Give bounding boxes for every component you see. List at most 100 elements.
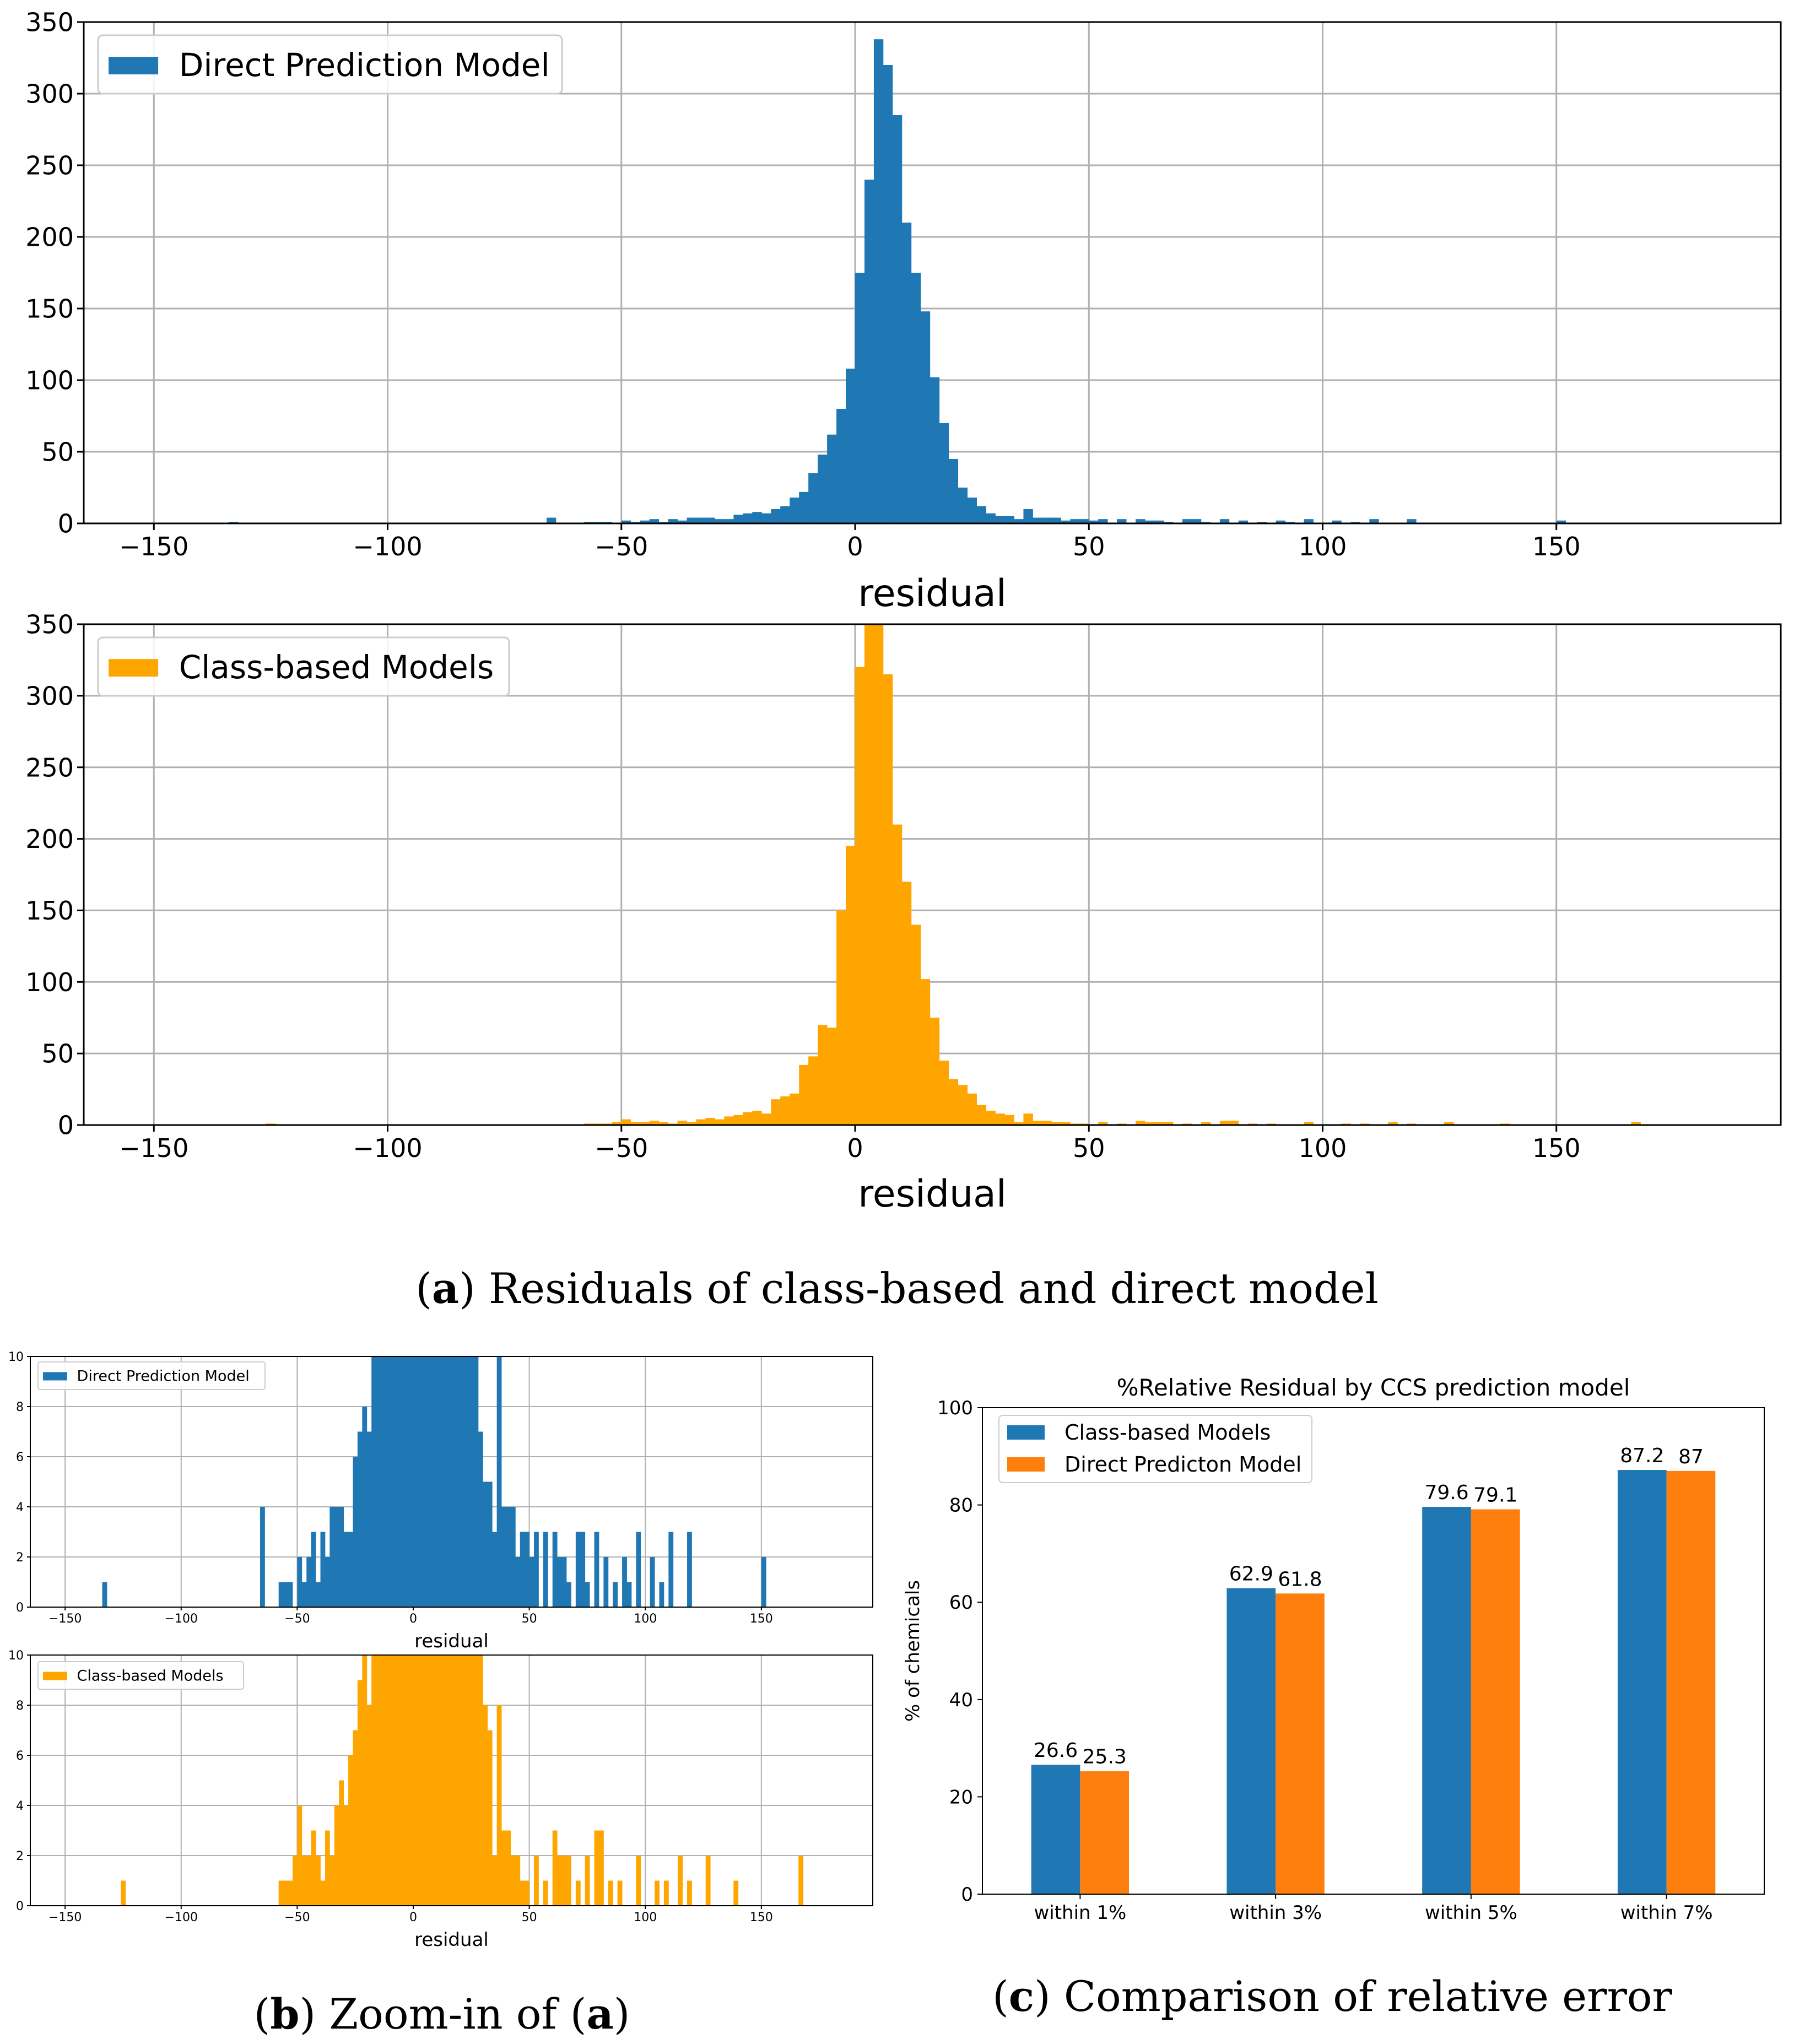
histogram-bar xyxy=(413,1356,418,1607)
histogram-bar xyxy=(395,1356,400,1607)
histogram-bar xyxy=(306,1557,312,1607)
y-tick-label: 2 xyxy=(16,1850,24,1863)
histogram-bar xyxy=(334,1805,339,1906)
histogram-bar xyxy=(320,1880,326,1906)
y-tick-label: 8 xyxy=(16,1699,24,1713)
histogram-bar xyxy=(339,1507,344,1607)
x-tick-label: 100 xyxy=(1299,532,1347,561)
histogram-bar xyxy=(506,1507,511,1607)
histogram-bar xyxy=(580,1532,586,1607)
histogram-bar xyxy=(724,519,734,523)
x-tick-label: −50 xyxy=(284,1612,310,1626)
y-tick-label: 4 xyxy=(16,1501,24,1515)
x-tick-label: 150 xyxy=(1532,532,1581,561)
histogram-bar xyxy=(483,1481,488,1607)
bar-value-label: 87.2 xyxy=(1620,1445,1664,1467)
histogram-bar xyxy=(649,1121,660,1125)
y-tick-label: 40 xyxy=(949,1689,973,1711)
histogram-bar xyxy=(390,1356,395,1607)
histogram-bar xyxy=(1182,519,1192,523)
histogram-bar xyxy=(316,1856,321,1906)
histogram-bar xyxy=(790,1093,799,1125)
legend: Class-based Models Direct Predicton Model xyxy=(998,1415,1312,1483)
histogram-bar xyxy=(376,1655,381,1906)
histogram-bar xyxy=(552,1830,558,1906)
histogram-bar xyxy=(1444,1122,1454,1125)
histogram-bar xyxy=(561,1557,567,1607)
histogram-bar xyxy=(612,1122,622,1125)
bar-direct xyxy=(1471,1509,1520,1894)
legend-box xyxy=(97,34,563,95)
y-tick-label: 4 xyxy=(16,1799,24,1813)
x-tick-label: −150 xyxy=(119,1133,188,1163)
histogram-bar xyxy=(422,1655,428,1906)
histogram-bar xyxy=(659,1582,664,1607)
y-tick-label: 100 xyxy=(25,366,74,396)
histogram-bar xyxy=(873,39,884,523)
histogram-bar xyxy=(636,1532,641,1607)
histogram-bar xyxy=(1631,1122,1641,1125)
histogram-bar xyxy=(566,1582,571,1607)
histogram-bar xyxy=(445,1356,451,1607)
histogram-bar xyxy=(626,1582,632,1607)
histogram-bar xyxy=(603,1557,609,1607)
histogram-bar xyxy=(441,1356,446,1607)
histogram-bar xyxy=(534,1856,539,1906)
histogram-bar xyxy=(920,979,931,1125)
histogram-bar xyxy=(585,1856,590,1906)
x-tick-label: within 7% xyxy=(1620,1902,1713,1924)
x-tick-label: −100 xyxy=(353,1133,422,1163)
histogram-bar xyxy=(492,1856,498,1906)
x-tick-label: 150 xyxy=(750,1911,773,1924)
histogram-bar xyxy=(301,1582,307,1607)
x-axis-label: residual xyxy=(414,1630,489,1652)
chart-a-top: −150 −100 −50 0 50 100 150 0 50 100 150 200 250 300 35… xyxy=(25,8,1782,615)
histogram-bar xyxy=(506,1830,511,1906)
legend-swatch xyxy=(109,57,159,75)
histogram-bar xyxy=(617,1880,623,1906)
axes-frame xyxy=(83,623,1782,1126)
histogram-bar xyxy=(892,115,903,523)
histogram-bar xyxy=(445,1655,451,1906)
histogram-bar xyxy=(1042,517,1052,523)
histogram-bar xyxy=(958,488,968,523)
caption-punctuation: ) xyxy=(299,1989,316,2038)
histogram-bar xyxy=(1042,1121,1052,1125)
histogram-bar xyxy=(1407,519,1417,523)
histogram-bar xyxy=(422,1356,428,1607)
axes-frame xyxy=(30,1654,873,1906)
x-tick-label: within 3% xyxy=(1229,1902,1322,1924)
histogram-bar xyxy=(771,1099,781,1125)
histogram-bar xyxy=(705,517,715,523)
histogram-bar xyxy=(418,1356,423,1607)
x-tick-label: −150 xyxy=(48,1612,82,1626)
histogram-bar xyxy=(450,1356,456,1607)
histogram-bar xyxy=(547,517,556,523)
histogram-bar xyxy=(408,1356,414,1607)
histogram-bar xyxy=(873,624,884,1125)
x-tick-label: −50 xyxy=(595,532,648,561)
chart-c: 26.6 25.3 within 1% 62.9 61.8 within 3% 79.6 79… xyxy=(902,1374,1765,1924)
bar-class-based xyxy=(1031,1765,1080,1894)
histogram-bar xyxy=(658,1122,669,1125)
legend-swatch xyxy=(109,659,159,677)
caption-a: (a) Residuals of class-based and direct … xyxy=(415,1264,1379,1313)
x-tick-label: 50 xyxy=(522,1612,537,1626)
histogram-bar xyxy=(1201,1122,1211,1125)
legend-label: Direct Prediction Model xyxy=(179,46,550,84)
caption-b-letter-ref: a xyxy=(586,1989,613,2038)
histogram-bar xyxy=(381,1356,386,1607)
histogram-bar xyxy=(121,1880,126,1906)
histogram-bar xyxy=(780,1096,790,1125)
x-tick-label: 100 xyxy=(634,1911,657,1924)
caption-punctuation: ( xyxy=(992,1972,1009,2021)
histogram-bar xyxy=(1154,1122,1164,1125)
histogram-bar xyxy=(431,1655,437,1906)
legend: Direct Prediction Model xyxy=(37,1361,266,1390)
histogram-bar xyxy=(655,1880,660,1906)
x-axis-label: residual xyxy=(858,572,1006,615)
legend-swatch xyxy=(43,1372,67,1381)
histogram-bar xyxy=(1388,1122,1398,1125)
histogram-bar xyxy=(483,1705,488,1906)
histogram-bar xyxy=(1098,519,1108,523)
